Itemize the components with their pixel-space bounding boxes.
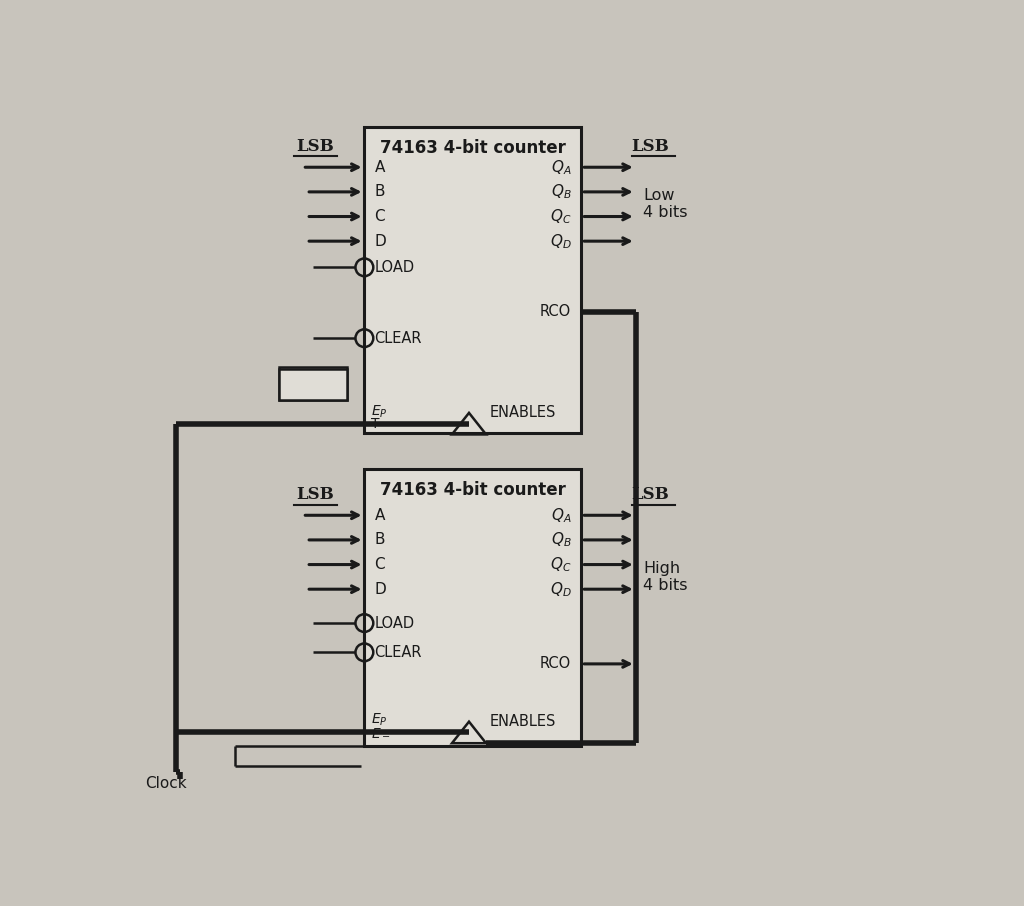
Text: $Q_D$: $Q_D$	[550, 232, 571, 251]
Text: T: T	[371, 417, 379, 430]
Text: LSB: LSB	[632, 138, 670, 155]
Text: High
4 bits: High 4 bits	[643, 561, 688, 593]
Text: LOAD: LOAD	[375, 615, 415, 631]
Text: ENABLES: ENABLES	[489, 714, 556, 728]
Text: $Q_C$: $Q_C$	[550, 207, 571, 226]
Text: $E_P$: $E_P$	[371, 712, 387, 728]
Text: A: A	[375, 507, 385, 523]
Text: RCO: RCO	[540, 304, 571, 320]
Text: LSB: LSB	[297, 138, 335, 155]
Text: Clock: Clock	[145, 776, 186, 791]
Text: D: D	[375, 234, 386, 248]
Text: C: C	[375, 557, 385, 572]
Bar	[280, 368, 347, 400]
Text: 74163 4-bit counter: 74163 4-bit counter	[380, 139, 566, 157]
Text: LSB: LSB	[297, 486, 335, 503]
Text: B: B	[375, 533, 385, 547]
Text: $Q_B$: $Q_B$	[551, 182, 571, 201]
Text: Low
4 bits: Low 4 bits	[643, 188, 688, 220]
Text: D: D	[375, 582, 386, 597]
Text: RCO: RCO	[540, 656, 571, 671]
Text: $Q_C$: $Q_C$	[550, 555, 571, 573]
Text: B: B	[375, 185, 385, 199]
Text: LOAD: LOAD	[375, 260, 415, 275]
Text: $Q_A$: $Q_A$	[551, 158, 571, 177]
Text: $Q_D$: $Q_D$	[550, 580, 571, 599]
Text: C: C	[375, 209, 385, 224]
Text: $E_-$: $E_-$	[371, 726, 390, 739]
Text: $Q_B$: $Q_B$	[551, 531, 571, 549]
Text: CLEAR: CLEAR	[375, 331, 422, 346]
Text: LSB: LSB	[632, 486, 670, 503]
Text: $Q_A$: $Q_A$	[551, 506, 571, 525]
Bar	[280, 369, 347, 400]
Text: ENABLES: ENABLES	[489, 405, 556, 419]
Text: CLEAR: CLEAR	[375, 645, 422, 660]
Bar	[365, 469, 582, 747]
Bar	[365, 127, 582, 433]
Text: A: A	[375, 159, 385, 175]
Text: 74163 4-bit counter: 74163 4-bit counter	[380, 480, 566, 498]
Text: $E_P$: $E_P$	[371, 404, 387, 420]
